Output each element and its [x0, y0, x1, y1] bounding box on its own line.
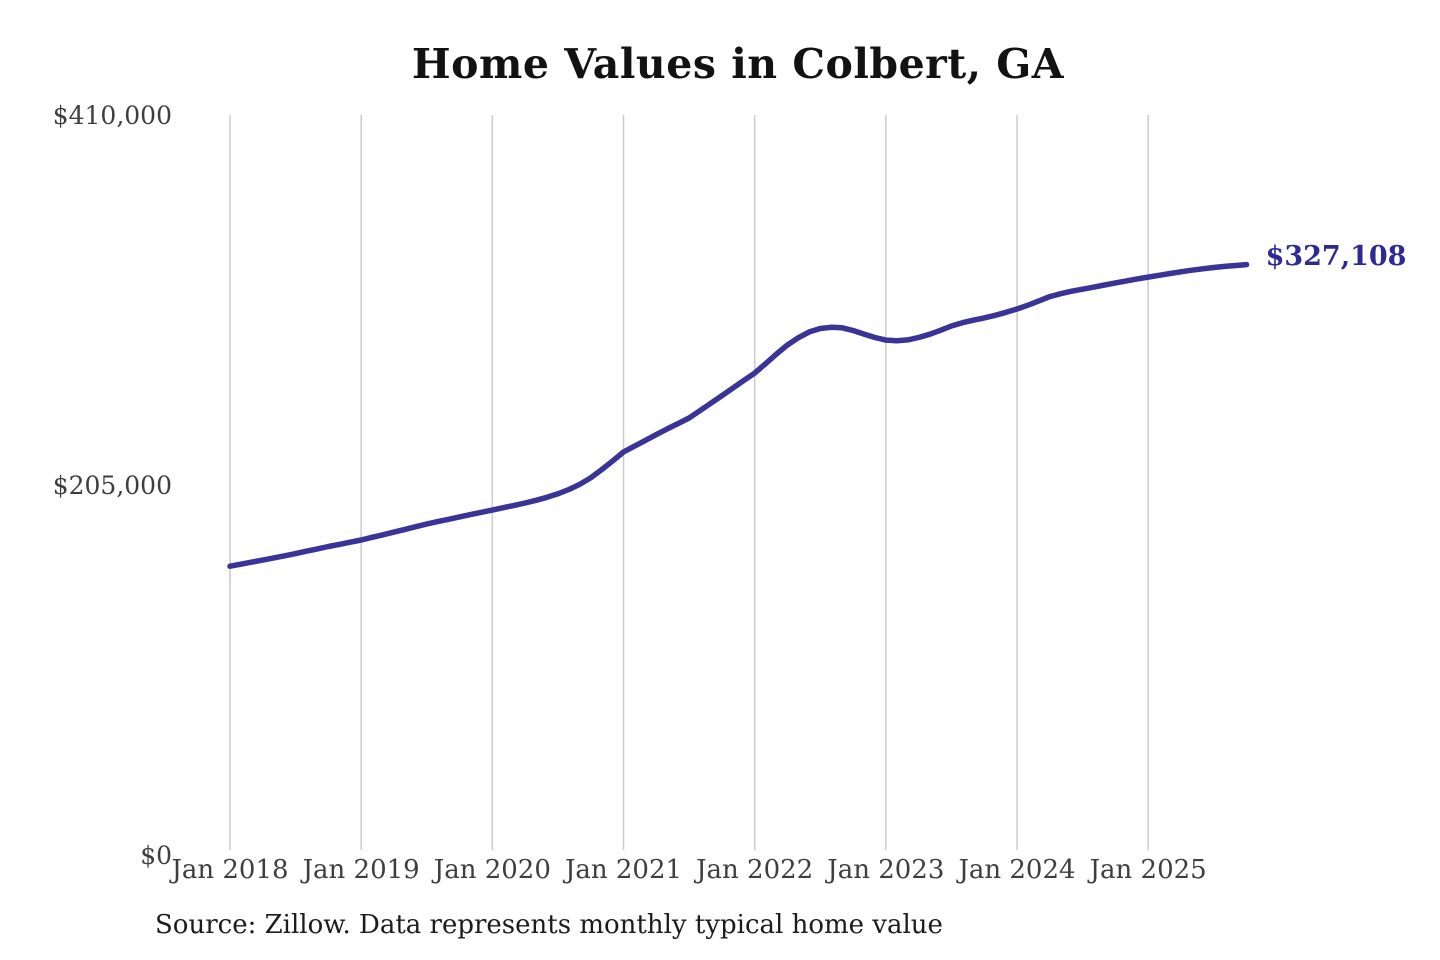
x-tick-label: Jan 2019 — [300, 855, 420, 885]
y-tick-label: $0 — [140, 841, 172, 870]
source-note: Source: Zillow. Data represents monthly … — [155, 910, 943, 940]
last-value-label: $327,108 — [1265, 240, 1407, 272]
x-tick-label: Jan 2025 — [1087, 855, 1207, 885]
chart-title: Home Values in Colbert, GA — [411, 40, 1065, 88]
x-tick-label: Jan 2022 — [693, 855, 813, 885]
home-value-line — [227, 261, 1250, 569]
x-tick-label: Jan 2021 — [562, 855, 682, 885]
x-tick-label: Jan 2024 — [955, 855, 1075, 885]
x-tick-label: Jan 2020 — [431, 855, 551, 885]
x-tick-label: Jan 2018 — [168, 855, 288, 885]
y-tick-label: $410,000 — [53, 101, 172, 130]
x-tick-label: Jan 2023 — [824, 855, 944, 885]
y-tick-label: $205,000 — [53, 471, 172, 500]
